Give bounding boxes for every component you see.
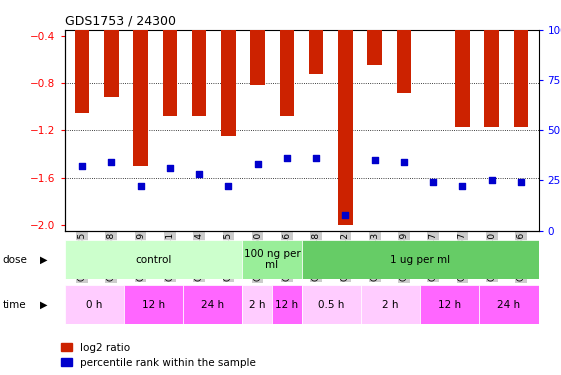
Bar	[455, 30, 470, 127]
Bar	[279, 30, 294, 116]
Bar	[65, 240, 242, 279]
Bar	[420, 285, 479, 324]
Point	[341, 211, 350, 217]
Bar	[242, 240, 301, 279]
Bar	[397, 30, 411, 93]
Point	[488, 177, 496, 183]
Text: ▶: ▶	[40, 255, 48, 265]
Bar	[301, 285, 361, 324]
Text: 2 h: 2 h	[382, 300, 399, 310]
Text: control: control	[135, 255, 172, 265]
Legend: log2 ratio, percentile rank within the sample: log2 ratio, percentile rank within the s…	[61, 343, 256, 368]
Bar	[242, 285, 272, 324]
Point	[253, 161, 262, 167]
Point	[370, 158, 379, 164]
Bar	[301, 240, 539, 279]
Point	[429, 180, 438, 186]
Bar	[124, 285, 183, 324]
Point	[312, 155, 321, 161]
Bar	[250, 30, 265, 86]
Bar	[514, 30, 528, 127]
Point	[165, 165, 174, 171]
Text: 24 h: 24 h	[498, 300, 521, 310]
Text: 24 h: 24 h	[201, 300, 224, 310]
Bar	[361, 285, 420, 324]
Bar	[65, 285, 124, 324]
Bar	[309, 30, 324, 74]
Point	[458, 183, 467, 189]
Bar	[104, 30, 118, 97]
Bar	[479, 285, 539, 324]
Text: time: time	[3, 300, 26, 310]
Point	[107, 159, 116, 165]
Bar	[367, 30, 382, 65]
Text: 12 h: 12 h	[438, 300, 461, 310]
Point	[517, 180, 526, 186]
Point	[282, 155, 291, 161]
Bar	[192, 30, 206, 116]
Point	[399, 159, 408, 165]
Point	[77, 164, 86, 170]
Bar	[134, 30, 148, 166]
Bar	[163, 30, 177, 116]
Text: ▶: ▶	[40, 300, 48, 310]
Text: 0.5 h: 0.5 h	[318, 300, 344, 310]
Bar	[75, 30, 89, 112]
Text: 12 h: 12 h	[275, 300, 298, 310]
Bar	[485, 30, 499, 127]
Point	[195, 171, 204, 177]
Bar	[272, 285, 301, 324]
Text: dose: dose	[3, 255, 27, 265]
Text: 12 h: 12 h	[142, 300, 165, 310]
Text: 0 h: 0 h	[86, 300, 102, 310]
Bar	[183, 285, 242, 324]
Text: 100 ng per
ml: 100 ng per ml	[243, 249, 300, 270]
Text: GDS1753 / 24300: GDS1753 / 24300	[65, 15, 176, 27]
Point	[136, 183, 145, 189]
Bar	[426, 0, 440, 30]
Point	[224, 183, 233, 189]
Bar	[338, 30, 353, 225]
Text: 2 h: 2 h	[249, 300, 265, 310]
Text: 1 ug per ml: 1 ug per ml	[390, 255, 450, 265]
Bar	[221, 30, 236, 136]
